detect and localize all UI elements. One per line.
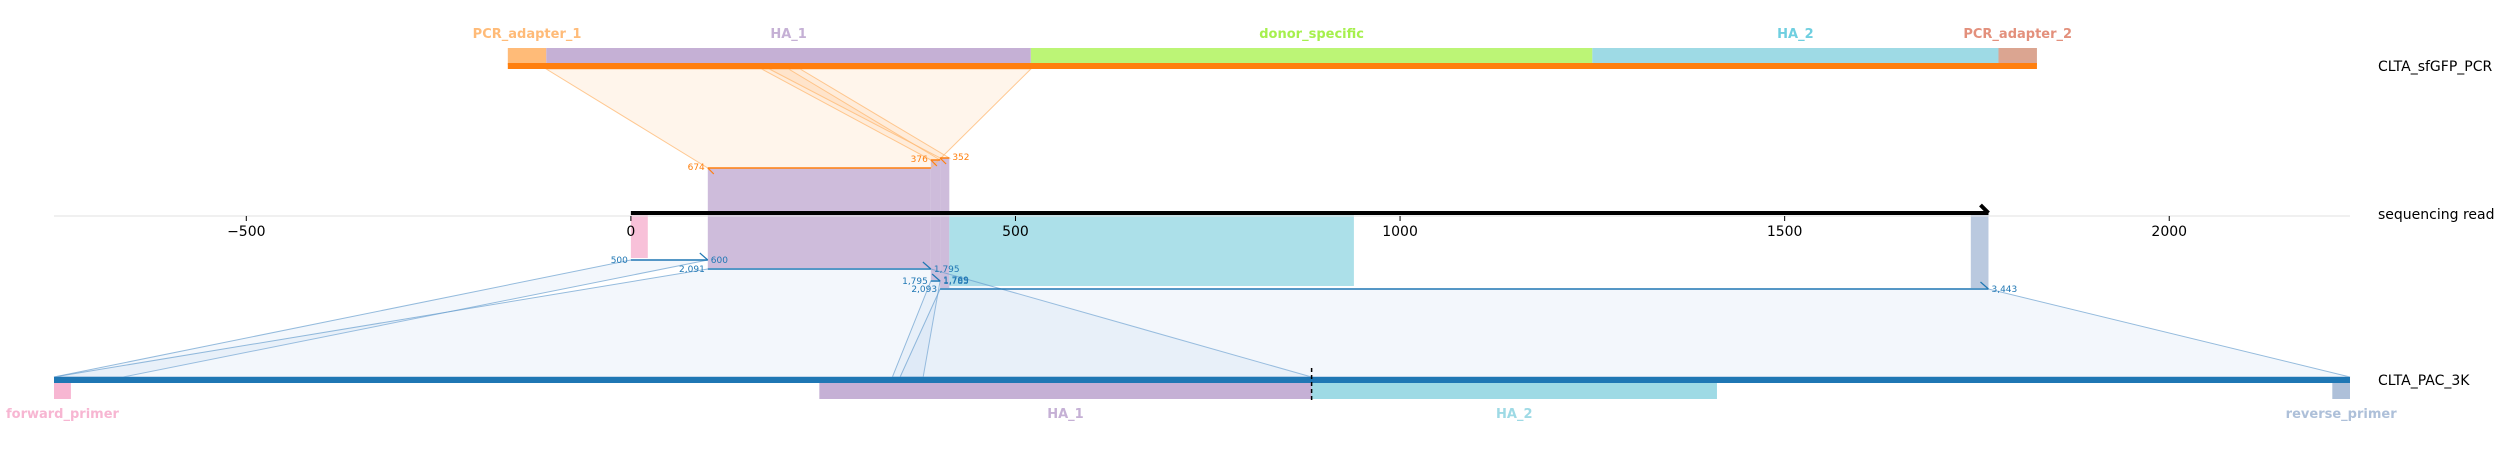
pac-alignment-start-coord: 2,093 (911, 285, 937, 295)
axis-tick-label: 500 (1002, 224, 1029, 240)
read-segment (940, 158, 950, 288)
pcr-feature-label: donor_specific (1259, 27, 1364, 42)
pac-feature-label: reverse_primer (2286, 407, 2398, 422)
pac-reference-bar (54, 377, 2350, 383)
pac-alignment-start-coord: 500 (611, 256, 628, 266)
pac-feature (54, 383, 71, 399)
pcr-feature (1998, 48, 2037, 65)
axis-tick-label: −500 (227, 224, 265, 240)
axis-tick-label: 2000 (2151, 224, 2187, 240)
pcr-feature (507, 48, 547, 65)
read-segment (630, 213, 648, 258)
pac-alignment-tip (931, 273, 941, 282)
pac-alignment-tip (1980, 281, 1989, 290)
pcr-feature-label: HA_2 (1777, 27, 1814, 42)
track-name-read: sequencing read (2378, 207, 2494, 223)
pcr-reference-bar (507, 63, 2037, 69)
pcr-alignment-tip (707, 167, 715, 175)
pcr-feature-label: PCR_adapter_1 (473, 27, 582, 42)
pac-feature (2332, 383, 2350, 399)
pcr-alignment-coord: 352 (952, 153, 969, 163)
pac-alignment-end-coord: 1,795 (934, 265, 960, 275)
axis-tick-label: 1000 (1382, 224, 1418, 240)
read-segment (949, 213, 1354, 286)
pac-alignment-tip (922, 261, 932, 270)
pcr-feature-label: PCR_adapter_2 (1963, 27, 2072, 42)
pac-alignment-tip (699, 252, 709, 261)
track-name-pac: CLTA_PAC_3K (2378, 373, 2470, 389)
pcr-alignment-coord: 674 (688, 163, 705, 173)
pcr-feature (546, 48, 1031, 65)
pac-alignment-start-coord: 2,091 (679, 265, 705, 275)
pac-feature-label: forward_primer (6, 407, 120, 422)
pcr-feature-label: HA_1 (770, 27, 807, 42)
pcr-alignment-coord: 376 (911, 155, 928, 165)
pac-alignment-end-coord: 3,443 (1991, 285, 2017, 295)
pcr-alignment-tip (930, 159, 938, 167)
pac-alignment-ribbon (899, 288, 2351, 378)
sequencing-read-arrow (1979, 203, 1990, 215)
pcr-alignment-tip (939, 157, 947, 165)
pac-feature-label: HA_1 (1047, 407, 1084, 422)
read-segment (930, 160, 941, 280)
pcr-feature (1592, 48, 1999, 65)
pac-alignment-extra-coord: 1,769 (943, 276, 969, 286)
axis-tick-label: 0 (626, 224, 635, 240)
read-segment (707, 168, 931, 268)
read-segment (1970, 213, 1989, 288)
pac-alignment-end-coord: 1,785 (943, 277, 969, 287)
axis-tick-label: 1500 (1767, 224, 1803, 240)
track-name-pcr: CLTA_sfGFP_PCR (2378, 59, 2492, 75)
pac-feature (819, 383, 1312, 399)
pac-feature-label: HA_2 (1496, 407, 1533, 422)
pcr-feature (1030, 48, 1593, 65)
pac-alignment-end-coord: 600 (711, 256, 728, 266)
pac-feature (1311, 383, 1717, 399)
pac-alignment-start-coord: 1,795 (902, 277, 928, 287)
